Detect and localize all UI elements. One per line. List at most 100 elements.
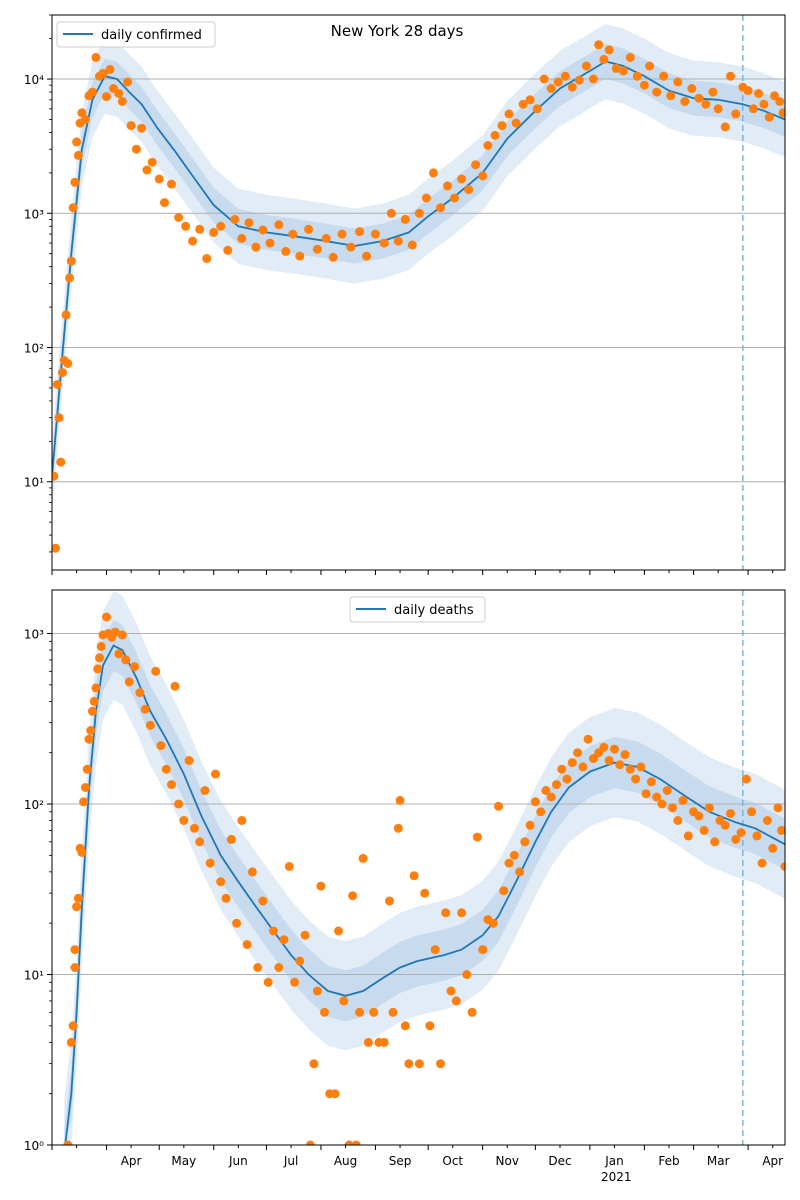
observed-point (328, 252, 338, 262)
observed-point (279, 935, 289, 945)
observed-point (768, 843, 778, 853)
y-tick-label: 10² (24, 798, 44, 812)
observed-point (436, 203, 445, 213)
observed-point (632, 71, 642, 81)
observed-point (77, 847, 87, 857)
observed-point (720, 122, 730, 132)
observed-point (73, 150, 83, 160)
observed-point (425, 1021, 435, 1031)
observed-point (145, 720, 155, 730)
observed-point (130, 662, 140, 672)
observed-point (764, 112, 774, 122)
observed-point (68, 1021, 78, 1031)
observed-point (395, 795, 405, 805)
deaths-x-axis: Apr May Jun Jul Aug Sep Oct Nov Dec Jan Feb Mar Apr 2… (51, 1145, 783, 1184)
observed-point (56, 457, 66, 467)
observed-point (430, 945, 440, 955)
observed-point (736, 828, 746, 838)
observed-point (615, 760, 625, 770)
observed-point (242, 940, 252, 949)
observed-point (80, 115, 90, 124)
observed-point (536, 807, 546, 817)
observed-point (251, 242, 261, 252)
observed-point (428, 168, 438, 178)
observed-point (546, 84, 556, 93)
observed-point (216, 221, 226, 231)
observed-point (754, 89, 764, 98)
x-tick-label: Nov (496, 1154, 519, 1168)
observed-point (400, 1021, 410, 1031)
observed-point (63, 1140, 73, 1145)
observed-point (304, 224, 314, 234)
observed-point (393, 823, 403, 833)
observed-point (98, 69, 108, 78)
x-tick-label: Apr (121, 1154, 142, 1168)
x-year-label: 2021 (601, 1170, 632, 1184)
observed-point (369, 1007, 379, 1017)
observed-point (562, 774, 572, 784)
observed-point (532, 104, 542, 114)
observed-point (348, 891, 358, 901)
observed-point (747, 807, 757, 817)
observed-point (288, 229, 298, 239)
x-tick-label: Aug (334, 1154, 357, 1168)
observed-point (457, 174, 467, 184)
observed-point (668, 803, 677, 813)
observed-point (611, 63, 621, 73)
observed-point (541, 786, 551, 795)
x-tick-label: Jul (283, 1154, 298, 1168)
observed-point (339, 996, 349, 1006)
observed-point (731, 834, 741, 844)
observed-point (66, 256, 76, 266)
median-line (52, 60, 785, 477)
observed-point (330, 1089, 340, 1099)
observed-point (701, 99, 711, 109)
observed-point (65, 273, 75, 283)
observed-point (142, 165, 152, 175)
observed-point (450, 193, 459, 203)
observed-point (652, 87, 662, 97)
observed-point (140, 704, 150, 714)
observed-point (237, 816, 247, 825)
deaths-y-axis: 10⁰ 10¹ 10² 10³ (24, 628, 52, 1153)
observed-point (156, 741, 166, 751)
observed-point (281, 246, 291, 256)
confirmed-y-axis: 10¹ 10² 10³ 10⁴ (24, 14, 52, 553)
observed-point (363, 1037, 373, 1047)
observed-point (726, 809, 735, 818)
deaths-panel: 10⁰ 10¹ 10² 10³ Apr May Jun Jul Aug Sep Oct Nov Dec… (24, 589, 786, 1184)
observed-point (704, 803, 714, 813)
observed-point (179, 816, 189, 825)
observed-point (151, 666, 161, 676)
observed-point (337, 229, 347, 239)
confirmed-x-axis (51, 570, 774, 575)
observed-point (511, 118, 521, 128)
observed-point (557, 764, 567, 774)
observed-point (355, 227, 365, 237)
observed-point (63, 359, 73, 368)
x-tick-label: Jan (604, 1154, 624, 1168)
observed-point (320, 1007, 329, 1017)
observed-point (181, 221, 191, 231)
observed-point (370, 229, 380, 239)
observed-point (123, 77, 133, 87)
observed-point (777, 825, 785, 835)
observed-point (174, 213, 184, 222)
confirmed-bands (52, 24, 785, 514)
observed-point (490, 130, 500, 140)
observed-point (124, 677, 134, 687)
observed-point (404, 1059, 414, 1069)
observed-point (483, 141, 493, 150)
observed-point (86, 726, 96, 735)
observed-point (518, 99, 528, 109)
observed-point (89, 696, 99, 706)
observed-point (694, 93, 704, 103)
observed-point (462, 970, 472, 979)
observed-point (167, 179, 176, 189)
observed-point (52, 380, 62, 389)
observed-point (594, 40, 604, 50)
x-tick-label: Dec (548, 1154, 571, 1168)
observed-point (355, 1007, 365, 1017)
observed-point (80, 783, 90, 792)
observed-point (102, 612, 111, 622)
